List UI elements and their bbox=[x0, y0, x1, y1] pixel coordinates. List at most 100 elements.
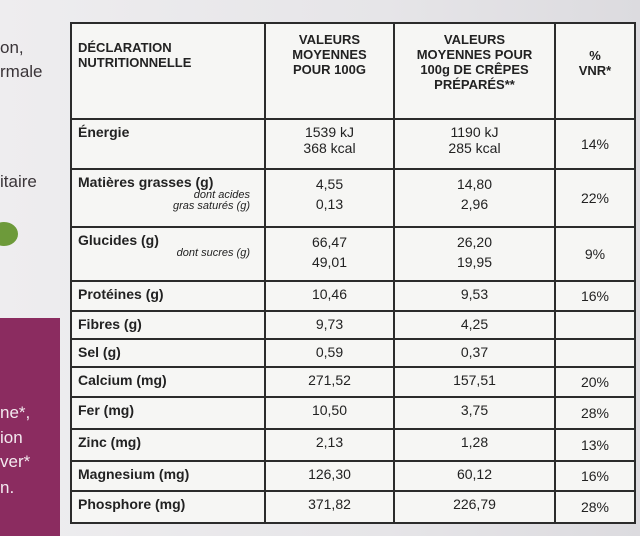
vnr-cell: 20% bbox=[554, 366, 636, 398]
vnr-cell: 28% bbox=[554, 490, 636, 524]
vnr: 16% bbox=[580, 288, 610, 304]
label-cell: Magnesium (mg) bbox=[70, 460, 266, 492]
value: 368 kcal bbox=[303, 140, 356, 156]
value: 26,20 bbox=[456, 234, 493, 250]
row: Énergie 1539 kJ 368 kcal 1190 kJ 285 kcal 14% bbox=[70, 118, 636, 170]
header-line: % bbox=[589, 48, 601, 63]
row: Matières grasses (g) dont acides gras satu… bbox=[70, 168, 636, 228]
side-text: ne*, bbox=[0, 403, 31, 422]
label-cell: Énergie bbox=[70, 118, 266, 170]
row: Phosphore (mg) 371,82 226,79 28% bbox=[70, 490, 636, 524]
vnr-cell: 9% bbox=[554, 226, 636, 282]
header-cell: VALEURS MOYENNES POUR 100g DE CRÊPES PRÉPAR… bbox=[393, 22, 556, 120]
value: 0,13 bbox=[315, 196, 344, 212]
value: 9,53 bbox=[460, 286, 489, 302]
value: 1539 kJ bbox=[304, 124, 355, 140]
header-line: NUTRITIONNELLE bbox=[78, 55, 192, 70]
label-cell: Glucides (g) dont sucres (g) bbox=[70, 226, 266, 282]
label-cell: Zinc (mg) bbox=[70, 428, 266, 462]
label: Zinc (mg) bbox=[78, 434, 141, 450]
side-text: n. bbox=[0, 478, 15, 497]
value: 1,28 bbox=[460, 434, 489, 450]
row: Zinc (mg) 2,13 1,28 13% bbox=[70, 428, 636, 462]
value: 49,01 bbox=[311, 254, 348, 270]
row: Glucides (g) dont sucres (g) 66,47 49,01 26,… bbox=[70, 226, 636, 282]
header-row: DÉCLARATION NUTRITIONNELLE VALEURS MOYENNES… bbox=[70, 22, 636, 120]
header-line: POUR 100G bbox=[293, 62, 366, 77]
side-text: ion bbox=[0, 428, 23, 447]
label-cell: Phosphore (mg) bbox=[70, 490, 266, 524]
value: 4,25 bbox=[460, 316, 489, 332]
value: 4,55 bbox=[315, 176, 344, 192]
label-cell: Fer (mg) bbox=[70, 396, 266, 430]
label-cell: Matières grasses (g) dont acides gras satu… bbox=[70, 168, 266, 228]
row: Fibres (g) 9,73 4,25 bbox=[70, 310, 636, 340]
value-cell: 10,50 bbox=[264, 396, 395, 430]
value: 9,73 bbox=[315, 316, 344, 332]
label: Protéines (g) bbox=[78, 286, 164, 302]
value-cell: 9,73 bbox=[264, 310, 395, 340]
value-cell: 4,25 bbox=[393, 310, 556, 340]
value: 14,80 bbox=[456, 176, 493, 192]
header-cell: % VNR* bbox=[554, 22, 636, 120]
value-cell: 1190 kJ 285 kcal bbox=[393, 118, 556, 170]
value: 271,52 bbox=[308, 372, 351, 388]
value: 19,95 bbox=[456, 254, 493, 270]
nutrition-table: DÉCLARATION NUTRITIONNELLE VALEURS MOYENNES… bbox=[70, 22, 636, 524]
side-text: itaire bbox=[0, 172, 37, 191]
value: 285 kcal bbox=[448, 140, 501, 156]
label-cell: Fibres (g) bbox=[70, 310, 266, 340]
vnr-cell: 16% bbox=[554, 280, 636, 312]
sublabel: dont sucres (g) bbox=[176, 247, 250, 259]
value-cell: 9,53 bbox=[393, 280, 556, 312]
sublabel: gras saturés (g) bbox=[172, 200, 250, 212]
side-text: rmale bbox=[0, 62, 43, 81]
header-line: VNR* bbox=[578, 63, 612, 78]
value-cell: 157,51 bbox=[393, 366, 556, 398]
value-cell: 66,47 49,01 bbox=[264, 226, 395, 282]
header-line: VALEURS bbox=[298, 32, 361, 47]
vnr: 16% bbox=[580, 468, 610, 484]
value-cell: 26,20 19,95 bbox=[393, 226, 556, 282]
vnr-cell bbox=[554, 338, 636, 368]
value: 10,46 bbox=[311, 286, 348, 302]
header-line: MOYENNES POUR bbox=[416, 47, 533, 62]
value: 0,37 bbox=[460, 344, 489, 360]
vnr-cell: 28% bbox=[554, 396, 636, 430]
value-cell: 2,13 bbox=[264, 428, 395, 462]
value-cell: 10,46 bbox=[264, 280, 395, 312]
value-cell: 0,59 bbox=[264, 338, 395, 368]
label: Magnesium (mg) bbox=[78, 466, 190, 482]
value: 10,50 bbox=[311, 402, 348, 418]
side-text: ver* bbox=[0, 452, 31, 471]
value: 226,79 bbox=[453, 496, 496, 512]
vnr: 28% bbox=[580, 405, 610, 421]
label: Fibres (g) bbox=[78, 316, 142, 332]
value: 0,59 bbox=[315, 344, 344, 360]
row: Calcium (mg) 271,52 157,51 20% bbox=[70, 366, 636, 398]
value-cell: 1539 kJ 368 kcal bbox=[264, 118, 395, 170]
vnr: 20% bbox=[580, 374, 610, 390]
label-cell: Protéines (g) bbox=[70, 280, 266, 312]
side-text: on, bbox=[0, 38, 24, 57]
vnr: 9% bbox=[584, 246, 606, 262]
value-cell: 0,37 bbox=[393, 338, 556, 368]
vnr: 22% bbox=[580, 190, 610, 206]
label: Énergie bbox=[78, 124, 130, 140]
value: 60,12 bbox=[456, 466, 493, 482]
value: 66,47 bbox=[311, 234, 348, 250]
vnr: 13% bbox=[580, 437, 610, 453]
value: 2,96 bbox=[460, 196, 489, 212]
value-cell: 1,28 bbox=[393, 428, 556, 462]
header-line: VALEURS bbox=[443, 32, 506, 47]
header-line: DÉCLARATION bbox=[78, 40, 172, 55]
purple-panel bbox=[0, 318, 60, 536]
label-cell: Sel (g) bbox=[70, 338, 266, 368]
value: 126,30 bbox=[308, 466, 351, 482]
row: Magnesium (mg) 126,30 60,12 16% bbox=[70, 460, 636, 492]
header-cell: VALEURS MOYENNES POUR 100G bbox=[264, 22, 395, 120]
label: Matières grasses (g) bbox=[78, 174, 214, 190]
leaf bbox=[0, 222, 18, 246]
label: Calcium (mg) bbox=[78, 372, 167, 388]
